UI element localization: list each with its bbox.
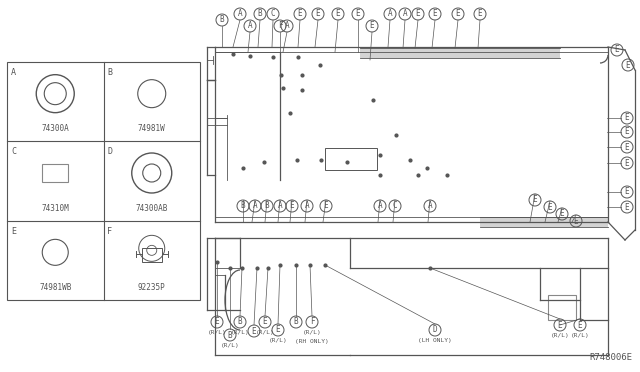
Text: A: A [305, 202, 309, 211]
Text: E: E [625, 158, 629, 167]
Text: R748006E: R748006E [589, 353, 632, 362]
Text: E: E [625, 187, 629, 196]
Text: E: E [298, 10, 302, 19]
Text: E: E [316, 10, 320, 19]
Text: A: A [388, 10, 392, 19]
Text: B: B [220, 16, 224, 25]
Text: E: E [290, 202, 294, 211]
Text: E: E [625, 142, 629, 151]
Text: E: E [324, 202, 328, 211]
Text: A: A [285, 22, 289, 31]
Text: E: E [548, 202, 552, 212]
Text: B: B [241, 202, 245, 211]
Text: D: D [433, 326, 437, 334]
Text: B: B [258, 10, 262, 19]
Bar [360, 48, 560, 58]
Text: E: E [262, 317, 268, 327]
Text: B: B [237, 317, 243, 327]
Text: A: A [253, 202, 257, 211]
Text: A: A [278, 202, 282, 211]
Text: C: C [271, 10, 275, 19]
Text: (R/L): (R/L) [230, 330, 250, 335]
Text: F: F [278, 22, 282, 31]
Text: C: C [393, 202, 397, 211]
Text: C: C [11, 147, 16, 156]
Text: E: E [625, 202, 629, 212]
Text: E: E [477, 10, 483, 19]
Text: E: E [11, 227, 16, 236]
Text: (R/L): (R/L) [571, 333, 589, 338]
Text: E: E [456, 10, 460, 19]
Text: B: B [265, 202, 269, 211]
Text: (R/L): (R/L) [255, 330, 275, 335]
Bar [548, 295, 576, 320]
Text: 92235P: 92235P [138, 283, 166, 292]
Text: A: A [403, 10, 407, 19]
Text: E: E [356, 10, 360, 19]
Text: E: E [573, 217, 579, 225]
Text: E: E [560, 209, 564, 218]
Text: (R/L): (R/L) [550, 333, 570, 338]
Text: E: E [557, 321, 563, 330]
Text: E: E [370, 22, 374, 31]
Bar [7, 62, 200, 300]
Text: E: E [276, 326, 280, 334]
Text: E: E [336, 10, 340, 19]
Text: E: E [433, 10, 437, 19]
Text: E: E [614, 45, 620, 55]
Text: E: E [625, 113, 629, 122]
Text: A: A [378, 202, 382, 211]
Text: (RH ONLY): (RH ONLY) [295, 339, 329, 344]
Text: E: E [252, 327, 256, 336]
Text: A: A [11, 68, 16, 77]
Text: A: A [237, 10, 243, 19]
Text: (R/L): (R/L) [303, 330, 321, 335]
Text: (R/L): (R/L) [221, 343, 239, 348]
Bar [42, 164, 68, 182]
Text: (LH ONLY): (LH ONLY) [418, 338, 452, 343]
Text: 74981WB: 74981WB [39, 283, 72, 292]
Text: B: B [228, 330, 232, 340]
Text: 74310M: 74310M [42, 203, 69, 213]
Text: E: E [214, 317, 220, 327]
Text: E: E [625, 128, 629, 137]
Text: (R/L): (R/L) [269, 338, 287, 343]
Text: 74300AB: 74300AB [136, 203, 168, 213]
Text: F: F [310, 317, 314, 327]
Text: B: B [108, 68, 113, 77]
Text: E: E [532, 196, 538, 205]
Bar [141, 248, 162, 262]
Text: F: F [108, 227, 113, 236]
Text: 74981W: 74981W [138, 124, 166, 133]
Text: E: E [578, 321, 582, 330]
Text: D: D [108, 147, 113, 156]
Text: E: E [416, 10, 420, 19]
Text: B: B [294, 317, 298, 327]
Text: (R/L): (R/L) [207, 330, 227, 335]
Text: 74300A: 74300A [42, 124, 69, 133]
Text: E: E [626, 61, 630, 70]
Bar [480, 217, 608, 227]
Text: A: A [428, 202, 432, 211]
Text: A: A [248, 22, 252, 31]
Bar [325, 148, 377, 170]
